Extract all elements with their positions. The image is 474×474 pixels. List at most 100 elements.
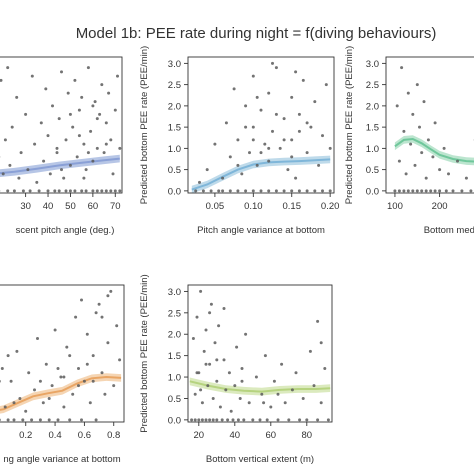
data-point — [297, 112, 301, 116]
data-point — [112, 384, 116, 388]
data-point — [77, 384, 80, 388]
data-point — [301, 78, 305, 82]
data-point — [104, 142, 108, 146]
data-point — [297, 189, 301, 193]
data-point — [46, 189, 50, 193]
y-tick-label: 2.0 — [168, 101, 181, 112]
data-point — [244, 332, 248, 336]
data-point — [48, 172, 52, 176]
data-point — [73, 78, 77, 82]
data-point — [313, 100, 317, 104]
data-point — [33, 388, 36, 392]
data-point — [244, 125, 248, 129]
data-point — [269, 405, 273, 409]
data-point — [39, 121, 43, 125]
x-tick-label: 0.2 — [19, 430, 32, 441]
data-point — [118, 358, 122, 362]
data-point — [18, 397, 22, 400]
data-point — [55, 151, 59, 155]
data-point — [444, 189, 448, 193]
data-point — [91, 189, 95, 193]
y-tick-label: 3.0 — [168, 59, 181, 70]
data-point — [53, 328, 57, 332]
y-tick-label: 2.0 — [168, 330, 181, 341]
data-point — [215, 358, 219, 362]
data-point — [209, 302, 213, 306]
data-point — [77, 367, 80, 370]
y-tick-label: 0.5 — [168, 394, 181, 405]
data-point — [312, 384, 316, 388]
data-point — [204, 328, 208, 332]
data-point — [191, 337, 195, 340]
data-point — [406, 91, 410, 95]
data-point — [44, 87, 48, 91]
data-point — [6, 66, 10, 70]
data-point — [80, 298, 83, 302]
data-point — [263, 142, 267, 146]
data-point — [46, 134, 50, 138]
data-point — [27, 371, 31, 375]
data-point — [71, 392, 75, 396]
y-tick-label: 0.0 — [366, 186, 379, 197]
data-point — [326, 418, 330, 422]
data-point — [204, 362, 208, 366]
data-point — [258, 418, 262, 422]
data-point — [3, 405, 7, 409]
data-point — [10, 125, 14, 129]
data-point — [231, 418, 235, 422]
data-point — [0, 367, 4, 370]
plot-frame — [0, 56, 123, 194]
data-point — [51, 104, 54, 108]
data-point — [208, 311, 212, 315]
data-point — [233, 384, 237, 388]
data-point — [194, 189, 198, 193]
data-point — [62, 176, 66, 180]
x-tick-label: 0.6 — [78, 430, 91, 441]
data-point — [84, 189, 88, 193]
data-point — [208, 418, 212, 422]
data-point — [438, 189, 442, 193]
data-point — [420, 189, 424, 193]
data-point — [193, 392, 197, 396]
data-point — [267, 146, 271, 150]
data-point — [50, 384, 54, 388]
data-point — [426, 138, 430, 142]
data-point — [424, 189, 428, 193]
data-point — [282, 189, 286, 193]
data-point — [224, 388, 228, 392]
data-point — [254, 375, 258, 379]
data-point — [240, 379, 244, 383]
plot-area — [0, 66, 122, 193]
data-point — [94, 418, 98, 422]
data-point — [215, 379, 219, 383]
data-point — [316, 418, 320, 422]
y-tick-label: 2.5 — [168, 80, 181, 91]
data-point — [208, 362, 212, 366]
data-point — [267, 189, 271, 193]
y-tick-label: 1.0 — [366, 144, 379, 155]
data-point — [259, 151, 263, 155]
data-point — [308, 349, 312, 353]
data-point — [42, 159, 46, 163]
data-point — [220, 418, 224, 422]
x-tick-label: 0.20 — [321, 201, 340, 212]
smooth-line — [191, 158, 331, 191]
data-point — [37, 189, 41, 193]
data-point — [251, 74, 255, 78]
data-point — [26, 168, 30, 172]
data-point — [274, 189, 278, 193]
data-point — [82, 176, 86, 180]
data-point — [205, 168, 209, 172]
data-point — [95, 117, 99, 121]
data-point — [433, 189, 437, 193]
data-point — [100, 83, 104, 87]
data-point — [38, 379, 42, 383]
data-point — [106, 294, 110, 298]
data-point — [199, 289, 203, 293]
data-point — [240, 172, 244, 176]
y-tick-label: 1.0 — [168, 144, 181, 155]
data-point — [321, 134, 324, 138]
data-point — [251, 138, 255, 142]
data-point — [104, 189, 108, 193]
data-point — [64, 189, 68, 193]
